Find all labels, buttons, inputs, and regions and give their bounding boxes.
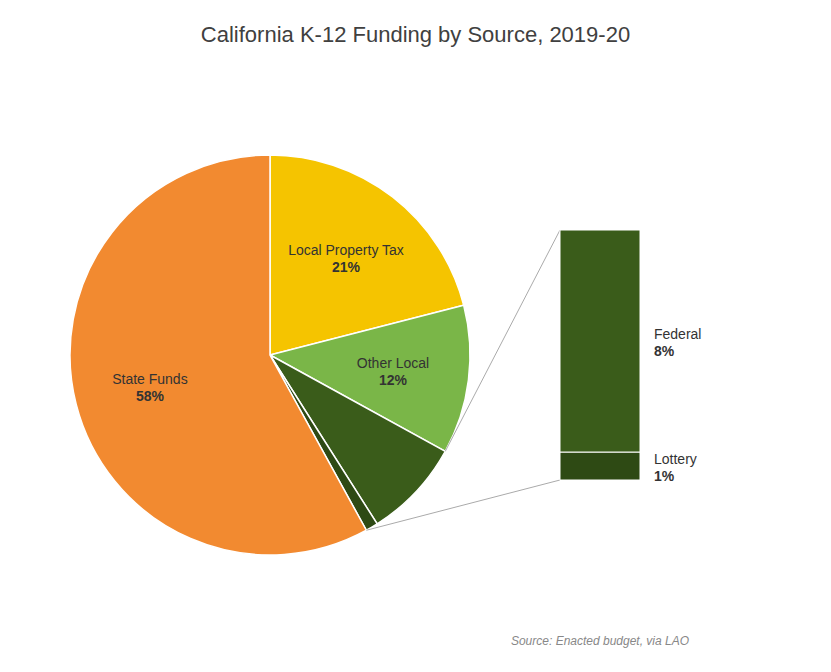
breakout-segment xyxy=(560,452,640,480)
chart-container: California K-12 Funding by Source, 2019-… xyxy=(0,0,831,672)
title: California K-12 Funding by Source, 2019-… xyxy=(201,22,630,47)
breakout-bar xyxy=(560,230,640,480)
data-label: Lottery1% xyxy=(654,451,697,484)
slice-labels: Local Property Tax21% Other Local12% State… xyxy=(112,242,429,404)
annotation: Source: Enacted budget, via LAO xyxy=(511,634,689,648)
data-label-value: 12% xyxy=(379,372,408,388)
data-label-name: Federal xyxy=(654,326,701,342)
connectors xyxy=(366,230,560,530)
connector-line xyxy=(366,480,560,530)
data-label: State Funds58% xyxy=(112,371,188,404)
data-label: Federal8% xyxy=(654,326,701,359)
data-label: Local Property Tax21% xyxy=(288,242,404,275)
data-label-name: Lottery xyxy=(654,451,697,467)
data-label-value: 58% xyxy=(136,388,165,404)
data-label: Other Local12% xyxy=(357,355,429,388)
pie-slice xyxy=(70,155,366,555)
data-label-value: 1% xyxy=(654,468,675,484)
pie xyxy=(70,155,470,555)
connector-line xyxy=(445,230,560,451)
chart-svg: California K-12 Funding by Source, 2019-… xyxy=(0,0,831,672)
data-label-name: Other Local xyxy=(357,355,429,371)
data-label-value: 8% xyxy=(654,343,675,359)
data-label-name: State Funds xyxy=(112,371,188,387)
breakout-labels: Federal8% Lottery1% xyxy=(654,326,701,484)
breakout-segment xyxy=(560,230,640,452)
data-label-value: 21% xyxy=(332,259,361,275)
data-label-name: Local Property Tax xyxy=(288,242,404,258)
